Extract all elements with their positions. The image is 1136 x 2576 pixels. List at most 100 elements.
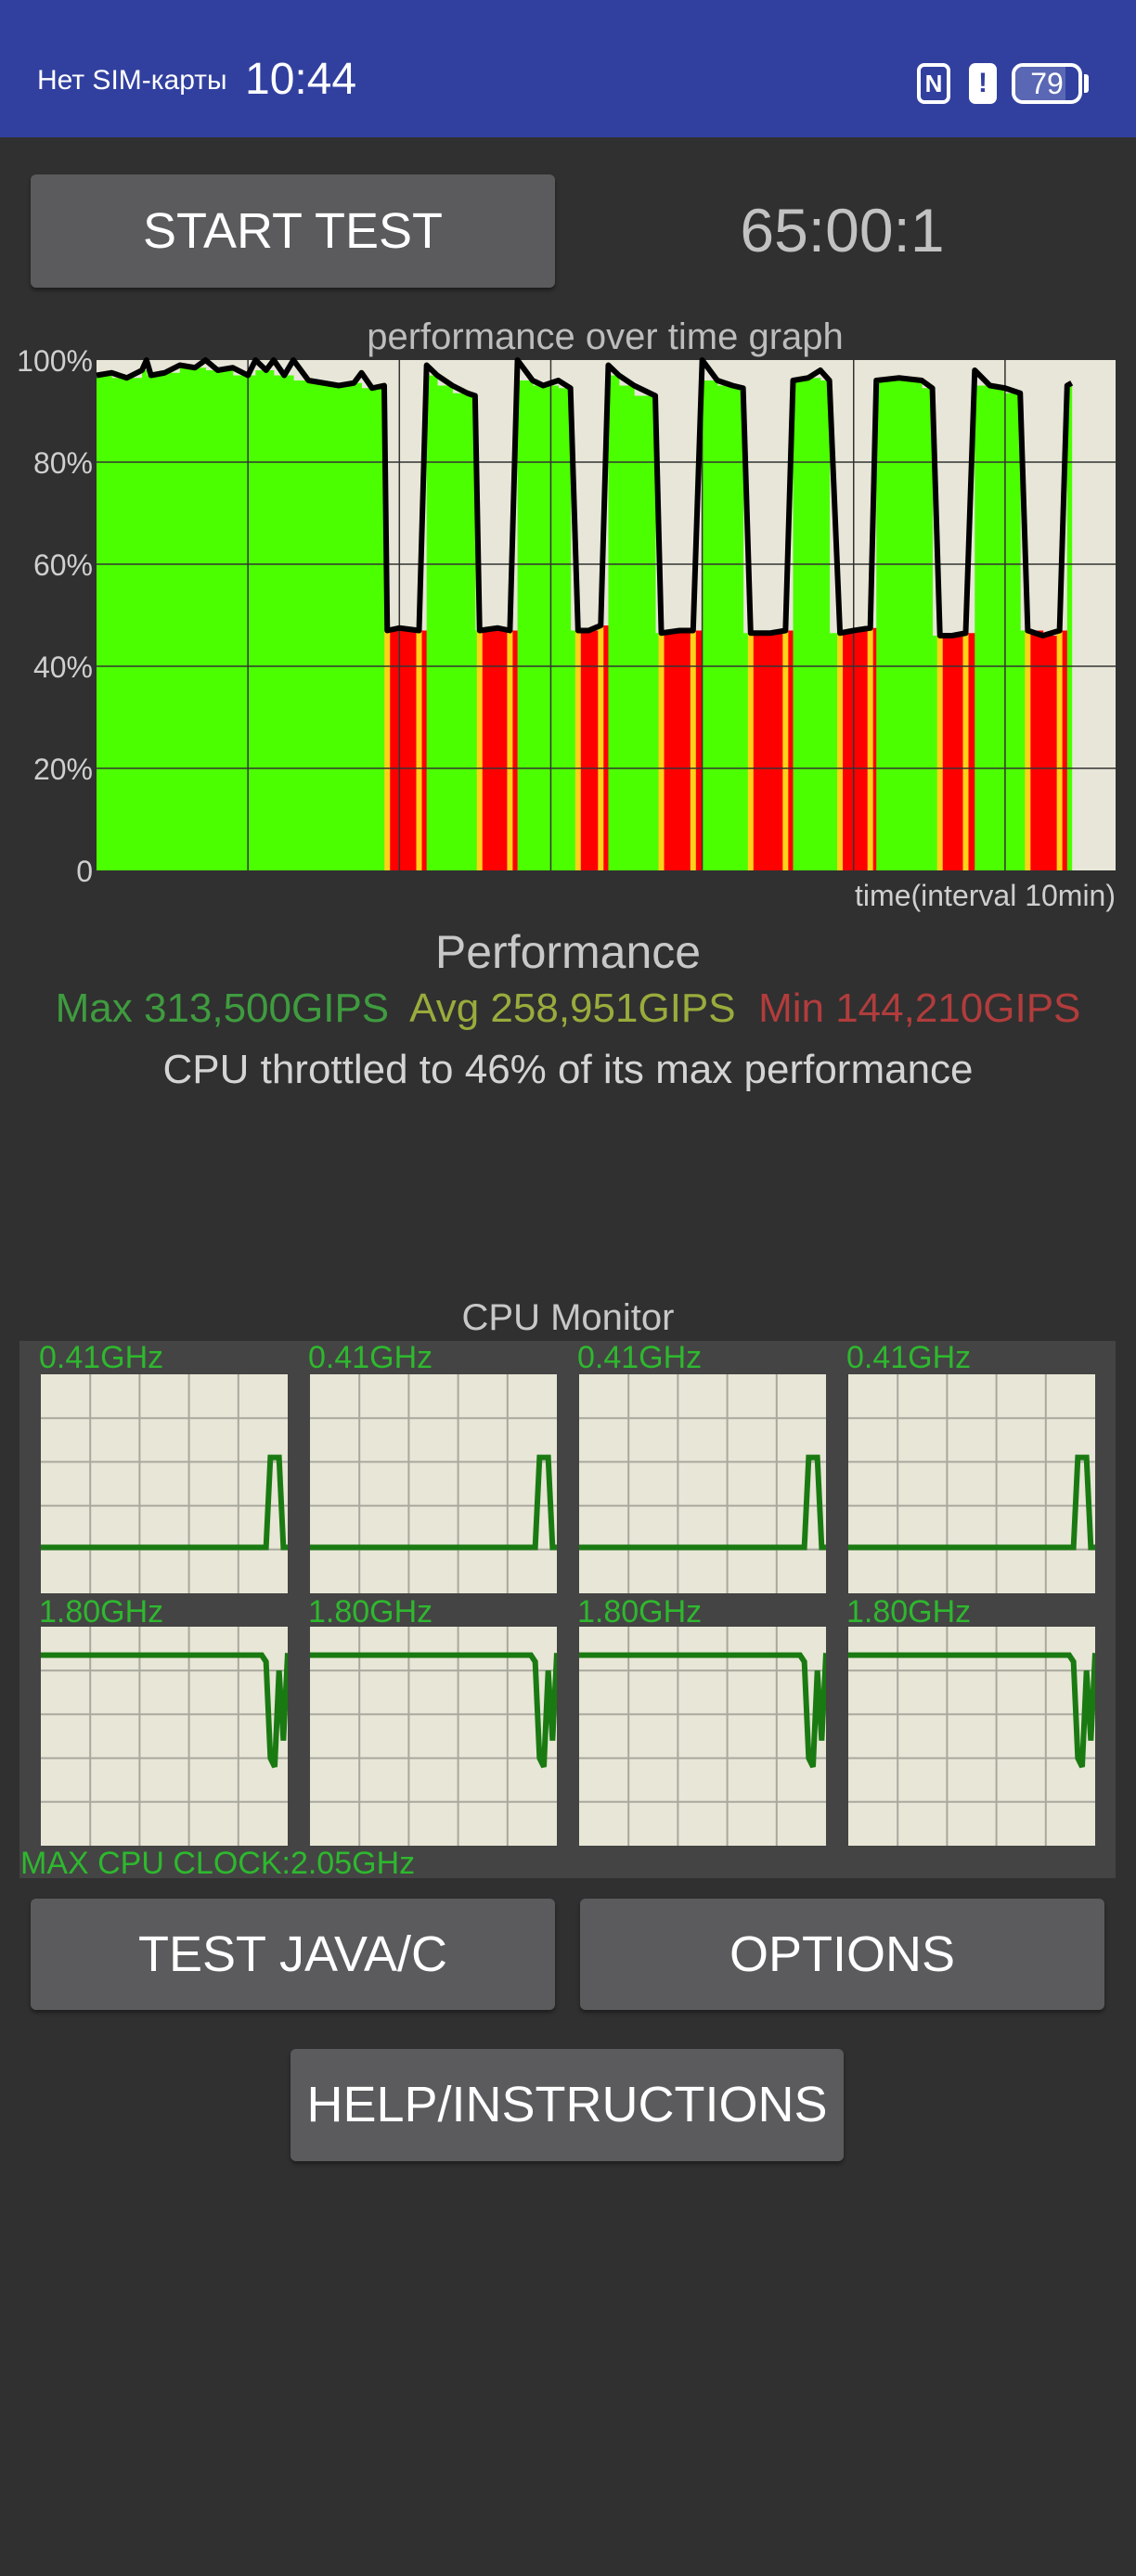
transition-band [782,630,789,870]
core-frequency-line [310,1454,557,1551]
transition-band [837,633,844,870]
performance-bar [437,385,453,870]
performance-bar [692,630,704,870]
performance-bar [702,380,718,870]
performance-bar [634,395,656,870]
core-graph-background [848,1374,1095,1593]
performance-bar [989,388,1006,870]
performance-bar [399,627,420,870]
core-graph-background [41,1627,288,1846]
performance-bar [1066,385,1073,870]
performance-bar [164,372,181,870]
y-tick-label: 100% [17,344,93,378]
performance-bar [716,385,733,870]
performance-bar [265,370,275,870]
performance-bar [255,370,267,870]
performance-bar [205,370,219,870]
performance-bar [195,367,206,870]
performance-bar [558,388,572,870]
core-graph-background [310,1627,557,1846]
performance-bar [618,385,635,870]
performance-bar [807,378,821,870]
alert-icon: ! [969,63,997,104]
y-tick-label: 60% [33,548,93,582]
core-frequency-graph [41,1374,288,1593]
performance-bar [387,630,400,870]
throttle-text: CPU throttled to 46% of its max performa… [162,1047,974,1092]
performance-title: Performance [434,926,702,978]
core-frequency-label: 1.80GHz [308,1594,433,1629]
test-java-c-button[interactable]: TEST JAVA/C [31,1899,555,2010]
core-frequency-graph [310,1627,557,1846]
core-frequency-line [41,1652,288,1769]
battery-icon: 79 [1012,63,1082,104]
performance-bar [1059,630,1068,870]
y-tick-label: 0 [76,855,93,888]
y-tick-label: 40% [33,650,93,684]
performance-bar [293,380,309,870]
core-frequency-label: 0.41GHz [846,1340,972,1375]
y-tick-label: 20% [33,753,93,786]
performance-bar [126,378,143,870]
core-frequency-graph [579,1627,826,1846]
performance-bar [661,633,680,870]
performance-bar [750,633,771,870]
core-frequency-graph [579,1374,826,1593]
performance-bar [965,633,975,870]
core-frequency-graph [848,1627,1095,1846]
core-frequency-line [848,1454,1095,1551]
performance-bar [273,375,285,870]
performance-bar [308,382,325,870]
performance-bar [932,636,941,870]
performance-bar [829,633,841,870]
core-frequency-line [41,1454,288,1551]
core-frequency-label: 0.41GHz [577,1340,703,1375]
start-test-button[interactable]: START TEST [31,174,555,288]
transition-band [507,630,513,870]
help-instructions-button[interactable]: HELP/INSTRUCTIONS [290,2049,844,2161]
min-stat: Min 144,210GIPS [758,985,1081,1031]
status-clock: 10:44 [245,55,357,104]
core-frequency-line [310,1652,557,1769]
max-cpu-clock: MAX CPU CLOCK:2.05GHz [20,1846,416,1881]
performance-bar [479,630,498,870]
performance-bar [939,636,953,870]
performance-bar [354,382,363,870]
performance-bar [840,633,855,870]
performance-bar [600,625,609,870]
performance-bar [419,630,428,870]
transition-band [1025,630,1031,870]
performance-bar [655,633,663,870]
performance-bar [1027,630,1044,870]
performance-bar [1004,393,1021,870]
performance-bar [1020,630,1028,870]
performance-bar [467,395,476,870]
core-frequency-label: 0.41GHz [39,1340,164,1375]
performance-bar [150,375,165,870]
transition-band [690,630,696,870]
transition-band [867,627,873,870]
options-button[interactable]: OPTIONS [580,1899,1104,2010]
performance-bar [361,388,373,870]
performance-bar [853,630,871,870]
y-tick-label: 80% [33,446,93,480]
max-stat: Max 313,500GIPS [55,985,390,1031]
performance-bar [770,633,786,870]
performance-bar [179,367,196,870]
performance-bar [820,380,831,870]
carrier-text: Нет SIM-карты [37,65,227,96]
performance-bar [426,375,438,870]
transition-band [962,633,969,870]
performance-bar [742,633,752,870]
performance-bar [510,630,519,870]
performance-bar [371,388,385,870]
transition-band [574,630,581,870]
core-frequency-line [579,1454,826,1551]
performance-bar [577,630,589,870]
performance-bar [1042,636,1061,870]
performance-bar [452,393,469,870]
core-frequency-line [848,1652,1095,1769]
performance-bar [323,385,340,870]
performance-bar [679,630,694,870]
core-frequency-label: 1.80GHz [577,1594,703,1629]
